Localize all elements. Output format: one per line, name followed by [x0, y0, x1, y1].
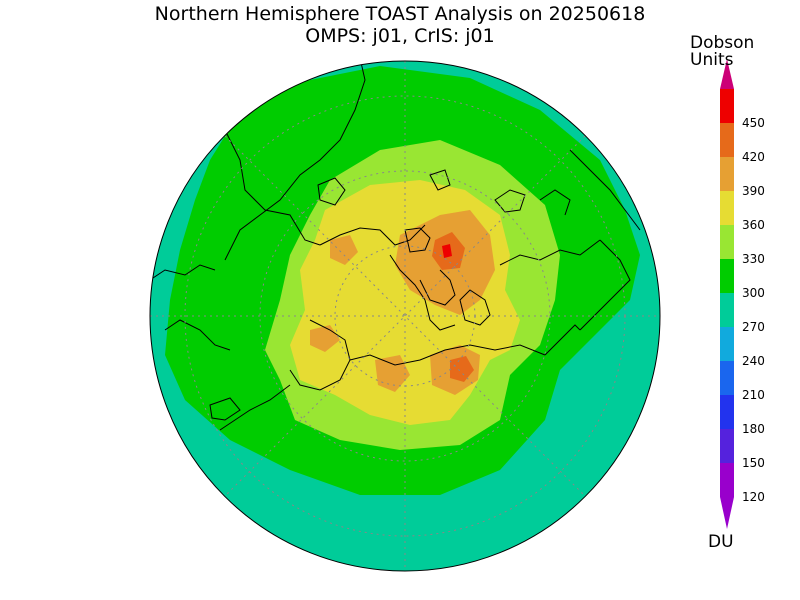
colorbar-tick-label: 330 [742, 252, 765, 266]
legend-title: Dobson Units [690, 35, 790, 69]
colorbar-tick-label: 120 [742, 490, 765, 504]
title-line-2: OMPS: j01, CrIS: j01 [305, 25, 495, 47]
colorbar-tick-label: 390 [742, 184, 765, 198]
colorbar-bin [720, 157, 734, 191]
colorbar: 120 150 180 210 240 270 300 330 360 390 420 450 [720, 59, 765, 529]
title-line-1: Northern Hemisphere TOAST Analysis on 20… [154, 3, 646, 25]
colorbar-tick-label: 240 [742, 354, 765, 368]
colorbar-bin [720, 463, 734, 497]
colorbar-tick-label: 180 [742, 422, 765, 436]
legend-unit-label: DU [708, 532, 734, 552]
graticule [150, 61, 660, 571]
colorbar-bin [720, 293, 734, 327]
band-420-450 [442, 244, 452, 258]
colorbar-bin [720, 89, 734, 123]
colorbar-tick-label: 210 [742, 388, 765, 402]
colorbar-tick-label: 150 [742, 456, 765, 470]
colorbar-arrow-low [720, 497, 734, 529]
map-boundary [149, 60, 661, 572]
map-title: Northern Hemisphere TOAST Analysis on 20… [100, 3, 700, 47]
legend-title-line-2: Units [690, 50, 734, 70]
band-360-390 [330, 235, 358, 265]
colorbar-bin [720, 327, 734, 361]
colorbar-bin [720, 225, 734, 259]
colorbar-tick-label: 420 [742, 150, 765, 164]
colorbar-bin [720, 123, 734, 157]
band-390-420 [450, 356, 474, 382]
colorbar-arrow-high [720, 59, 734, 89]
colorbar-tick-label: 270 [742, 320, 765, 334]
colorbar-bin [720, 361, 734, 395]
colorbar-bin [720, 429, 734, 463]
colorbar-bin [720, 259, 734, 293]
colorbar-tick-label: 360 [742, 218, 765, 232]
colorbar-bin [720, 395, 734, 429]
legend-title-line-1: Dobson [690, 33, 755, 53]
colorbar-bin [720, 191, 734, 225]
colorbar-tick-label: 450 [742, 116, 765, 130]
colorbar-tick-label: 300 [742, 286, 765, 300]
